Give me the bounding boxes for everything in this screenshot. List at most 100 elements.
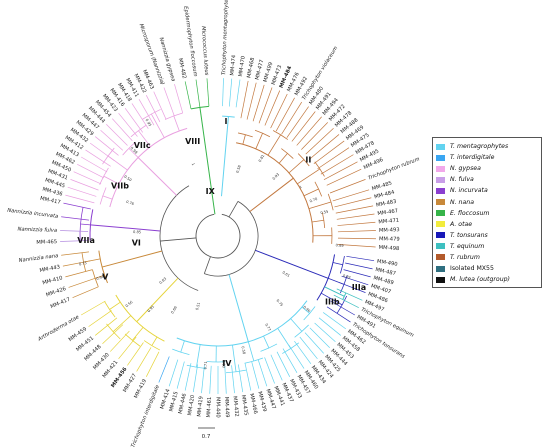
tree-branch-arc <box>225 369 247 374</box>
tree-branch <box>80 300 106 316</box>
support-value: 0.51 <box>195 302 201 311</box>
tree-branch <box>332 262 343 266</box>
tree-branch <box>94 136 119 156</box>
legend-swatch <box>436 154 445 161</box>
legend-swatch <box>436 187 445 194</box>
tree-branch-arc <box>106 323 121 340</box>
tree-branch <box>321 292 343 306</box>
tree-branch-arc <box>316 254 336 301</box>
tree-branch <box>288 344 305 369</box>
legend-label: A. otae <box>450 220 473 228</box>
support-value: 0.76 <box>126 200 136 207</box>
tree-branch <box>311 219 324 223</box>
tip-label: Nannizzia incurvata <box>7 208 59 220</box>
tree-branch <box>320 154 354 175</box>
tree-branch <box>137 157 177 196</box>
tree-branch <box>131 103 149 129</box>
support-value: 0.91 <box>147 305 155 314</box>
tree-branch <box>77 163 105 179</box>
tree-branch-arc <box>122 141 136 156</box>
tree-branch-arc <box>294 324 309 338</box>
tree-branch-arc <box>272 130 289 140</box>
clade-label: VIII <box>185 137 200 146</box>
clade-label: VIIc <box>134 141 151 150</box>
tree-branch <box>228 274 249 342</box>
tree-branch <box>337 230 376 233</box>
tip-label: MM-446 <box>178 393 188 415</box>
tree-branch <box>138 98 155 126</box>
tree-branch-arc <box>260 343 278 352</box>
tip-label: MM-490 <box>376 259 397 268</box>
tree-branch <box>127 342 144 366</box>
tree-branch <box>85 149 111 167</box>
tree-branch-arc <box>104 301 116 318</box>
tree-branch <box>318 317 342 336</box>
tip-label: MM-482 <box>177 58 187 80</box>
tree-branch <box>160 237 197 242</box>
legend-label: T. interdigitale <box>450 154 495 162</box>
tree-branch <box>270 93 288 129</box>
clade-label: VIIa <box>77 236 95 245</box>
tree-branch <box>336 288 363 301</box>
tree-branch <box>314 322 336 342</box>
legend-swatch <box>436 199 445 206</box>
tree-branch-arc <box>236 142 314 243</box>
tip-label: MM-461 <box>206 397 213 418</box>
tree-branch <box>220 116 229 197</box>
tree-branch-arc <box>99 167 109 185</box>
tree-branch-arc <box>340 255 345 274</box>
tree-branch <box>61 251 90 256</box>
tree-branch <box>246 82 257 120</box>
support-value: 0.98 <box>130 146 139 155</box>
tree-branch <box>138 130 151 147</box>
tree-branch <box>308 201 332 210</box>
tree-branch <box>278 153 288 164</box>
tree-branch <box>192 364 199 393</box>
tree-branch <box>258 87 273 124</box>
legend-label: M. lutea (outgroup) <box>450 276 510 284</box>
tree-branch <box>232 344 237 372</box>
tree-branch <box>153 91 167 120</box>
tree-branch <box>237 364 244 393</box>
legend-swatch <box>436 143 445 150</box>
support-value: 0.81 <box>258 154 265 163</box>
legend-item: N. fulva <box>436 174 538 185</box>
tree-branch <box>317 147 350 170</box>
tree-branch <box>255 249 329 279</box>
tree-branch <box>94 274 105 279</box>
tree-branch <box>326 168 362 186</box>
tree-branch <box>247 341 255 362</box>
tree-branch <box>313 140 345 165</box>
tree-branch-arc <box>303 306 316 321</box>
tree-branch <box>336 213 375 220</box>
tree-branch <box>94 317 118 336</box>
tree-branch <box>63 202 91 210</box>
tree-branch <box>60 240 89 242</box>
tree-branch <box>88 310 112 327</box>
tree-branch <box>240 80 249 119</box>
tree-branch <box>168 359 179 387</box>
tree-branch <box>158 356 170 383</box>
tree-branch <box>222 78 224 107</box>
legend-item: T. tonsurans <box>436 230 538 241</box>
tree-branch <box>332 189 370 202</box>
legend-swatch <box>436 265 445 272</box>
tree-branch <box>235 79 241 108</box>
support-value: 0.85 <box>133 230 141 234</box>
tip-label: MM-426 <box>45 286 67 298</box>
support-value: 0.96 <box>302 305 311 314</box>
tip-label: MM-410 <box>42 275 64 286</box>
tip-label: MM-432 <box>231 396 239 417</box>
legend-swatch <box>436 243 445 250</box>
support-value: 0.75 <box>275 299 283 308</box>
legend-label: N. fulva <box>450 176 474 184</box>
tree-branch <box>132 326 144 341</box>
tree-branch <box>296 116 322 146</box>
tip-label: MM-483 <box>376 199 397 209</box>
tip-label: MM-419 <box>197 396 205 417</box>
tip-label: Nannizzia nana <box>18 253 58 264</box>
tree-branch <box>151 113 165 138</box>
tree-branch <box>297 168 321 185</box>
